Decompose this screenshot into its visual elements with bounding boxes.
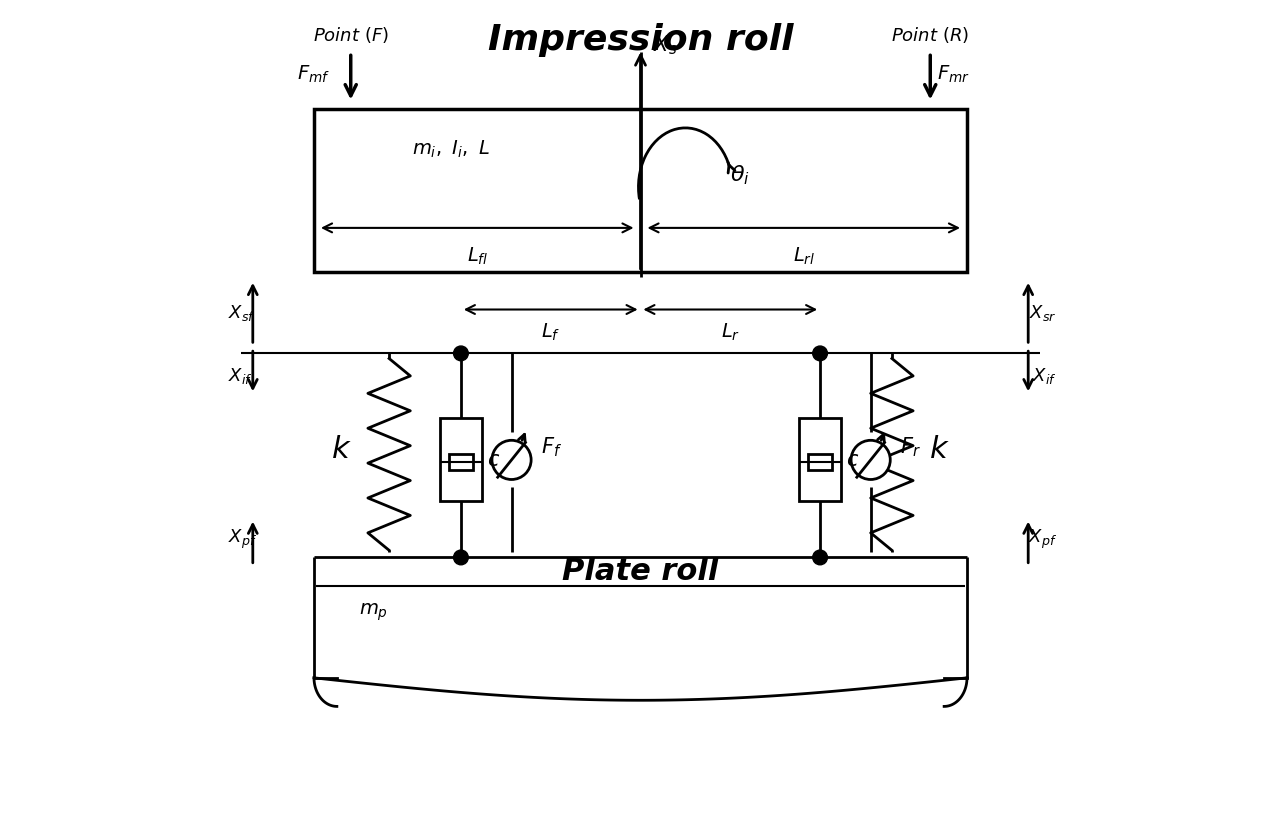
Bar	[439, 419, 482, 501]
Circle shape	[453, 550, 469, 565]
Bar	[450, 454, 473, 470]
Bar	[314, 109, 967, 272]
Text: $\theta_i$: $\theta_i$	[730, 163, 751, 187]
Text: $Point\ (F)$: $Point\ (F)$	[313, 25, 388, 45]
Text: $L_{rl}$: $L_{rl}$	[793, 246, 815, 267]
Text: $F_{mf}$: $F_{mf}$	[297, 64, 330, 85]
Text: $X_{sr}$: $X_{sr}$	[1029, 302, 1057, 323]
Circle shape	[812, 550, 828, 565]
Text: $c$: $c$	[487, 450, 501, 470]
Text: $m_i,\ I_i,\ L$: $m_i,\ I_i,\ L$	[412, 138, 489, 160]
Text: $X_s$: $X_s$	[653, 34, 678, 57]
Text: $L_f$: $L_f$	[541, 321, 560, 342]
Text: Impression roll: Impression roll	[488, 23, 793, 57]
Text: $X_{if}$: $X_{if}$	[228, 366, 252, 386]
Text: $F_f$: $F_f$	[541, 436, 562, 459]
Circle shape	[812, 346, 828, 360]
Bar	[808, 454, 831, 470]
Text: $F_r$: $F_r$	[901, 436, 921, 459]
Text: $L_r$: $L_r$	[721, 321, 740, 342]
Text: $X_{pf}$: $X_{pf}$	[228, 527, 257, 550]
Text: $L_{fl}$: $L_{fl}$	[466, 246, 488, 267]
Text: $Point\ (R)$: $Point\ (R)$	[892, 25, 970, 45]
Text: $X_{if}$: $X_{if}$	[1032, 366, 1057, 386]
Circle shape	[453, 346, 469, 360]
Bar	[799, 419, 842, 501]
Text: $k$: $k$	[929, 435, 949, 464]
Text: $X_{sf}$: $X_{sf}$	[228, 302, 256, 323]
Text: $F_{mr}$: $F_{mr}$	[936, 64, 970, 85]
Text: $k$: $k$	[332, 435, 352, 464]
Text: $X_{pf}$: $X_{pf}$	[1027, 527, 1057, 550]
Text: $m_p$: $m_p$	[359, 602, 388, 623]
Text: Plate roll: Plate roll	[562, 557, 719, 586]
Text: $c$: $c$	[847, 450, 860, 470]
Circle shape	[492, 441, 532, 479]
Circle shape	[851, 441, 890, 479]
